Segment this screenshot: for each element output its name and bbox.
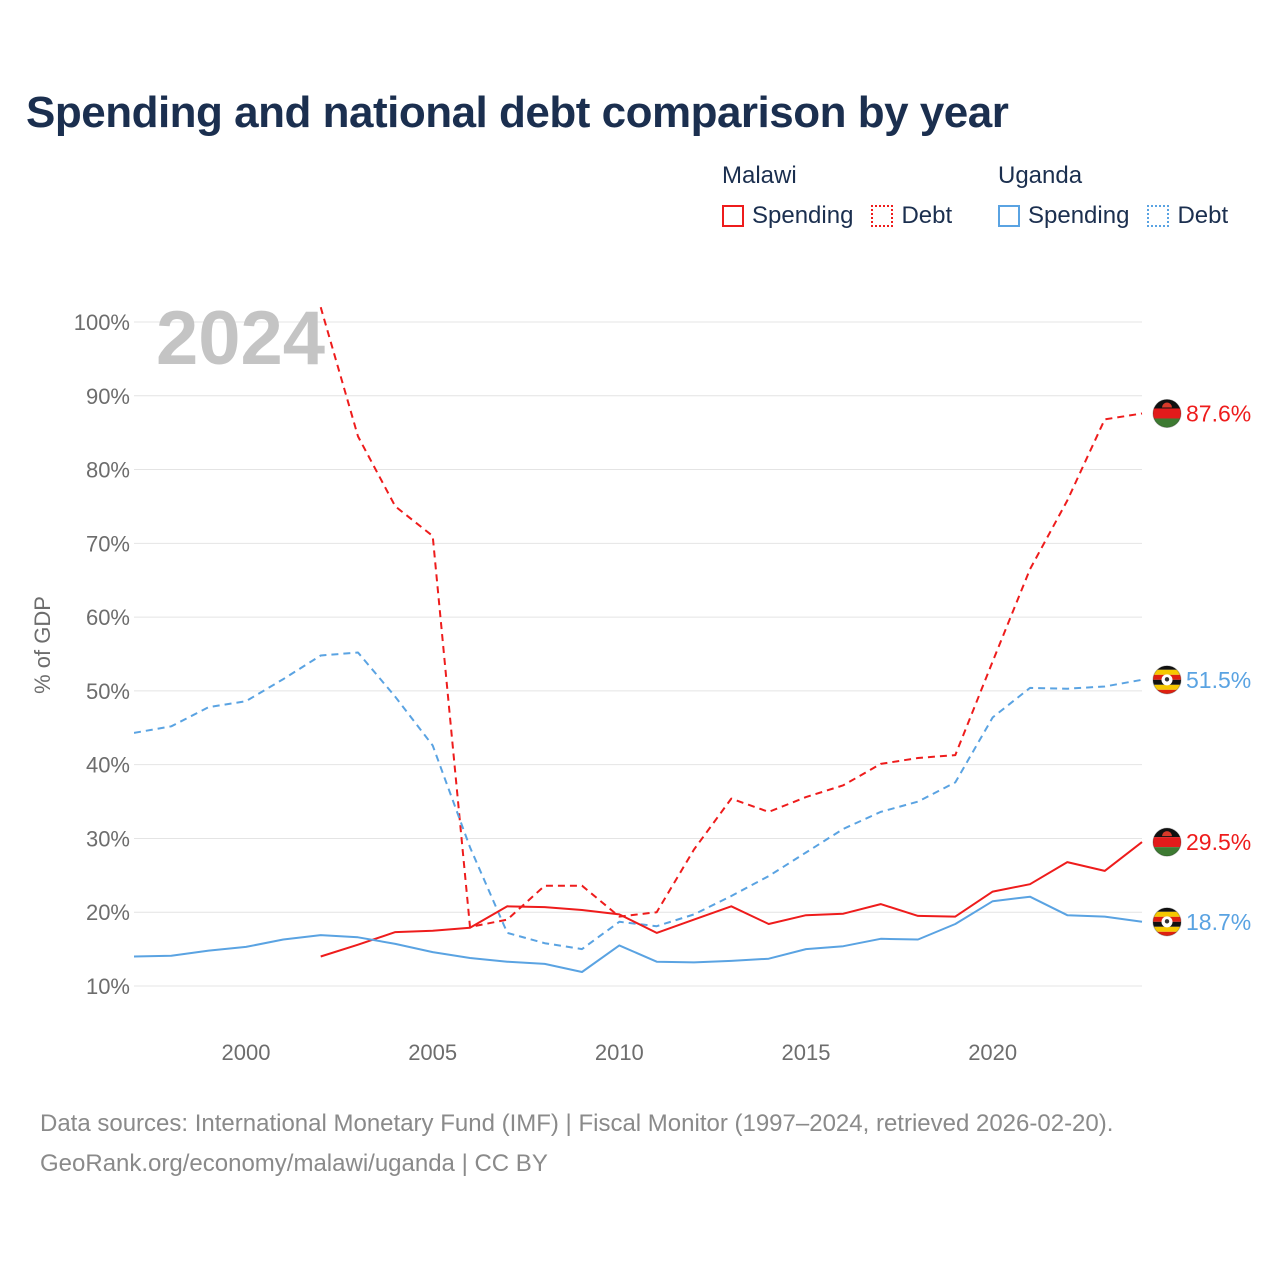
- legend-item-malawi-spending[interactable]: Spending: [722, 202, 853, 230]
- legend-group-uganda: Uganda Spending Debt: [998, 162, 1228, 230]
- legend-item-uganda-debt[interactable]: Debt: [1147, 202, 1228, 230]
- y-tick-label: 10%: [86, 974, 130, 999]
- series-line-uganda-spending[interactable]: [134, 895, 1143, 973]
- end-label-uganda-debt: 51.5%: [1186, 667, 1251, 693]
- dotted-line-swatch-icon: [871, 205, 894, 227]
- uganda-flag-icon: [1152, 665, 1182, 695]
- malawi-flag-icon: [1152, 398, 1182, 428]
- y-tick-label: 80%: [86, 458, 130, 483]
- y-tick-label: 30%: [86, 826, 130, 851]
- solid-line-swatch-icon: [722, 205, 744, 227]
- end-label-malawi-debt: 87.6%: [1186, 400, 1251, 426]
- legend-label-uganda-spending: Spending: [1028, 202, 1130, 229]
- legend-item-malawi-debt[interactable]: Debt: [871, 202, 952, 230]
- grid-lines: [134, 321, 1142, 987]
- y-tick-label: 100%: [74, 310, 130, 335]
- dotted-line-swatch-icon: [1147, 205, 1170, 227]
- malawi-flag-icon: [1152, 827, 1182, 857]
- legend-label-malawi-spending: Spending: [752, 202, 854, 229]
- y-axis-ticks: 10% 20% 30% 40% 50% 60% 70% 80% 90% 100%: [74, 310, 130, 999]
- end-label-malawi-spending: 29.5%: [1186, 829, 1251, 855]
- end-label-uganda-spending: 18.7%: [1186, 909, 1251, 935]
- x-tick-label: 2020: [968, 1040, 1017, 1065]
- x-tick-label: 2005: [408, 1040, 457, 1065]
- x-tick-label: 2000: [222, 1040, 271, 1065]
- series-end-labels: 87.6% 51.5% 29.5% 18.7%: [1152, 398, 1251, 937]
- y-tick-label: 70%: [86, 531, 130, 556]
- y-tick-label: 90%: [86, 384, 130, 409]
- y-tick-label: 20%: [86, 900, 130, 925]
- line-chart: 10% 20% 30% 40% 50% 60% 70% 80% 90% 100% 2000 2005…: [30, 296, 1251, 1065]
- legend-item-uganda-spending[interactable]: Spending: [998, 202, 1129, 230]
- footer-source: Data sources: International Monetary Fun…: [40, 1110, 1114, 1137]
- legend-title-malawi: Malawi: [722, 162, 797, 189]
- legend-title-uganda: Uganda: [998, 162, 1083, 189]
- x-axis-ticks: 2000 2005 2010 2015 2020: [222, 1040, 1018, 1065]
- series-line-malawi-spending[interactable]: [320, 841, 1143, 958]
- x-tick-label: 2010: [595, 1040, 644, 1065]
- y-tick-label: 50%: [86, 679, 130, 704]
- x-tick-label: 2015: [782, 1040, 831, 1065]
- legend-group-malawi: Malawi Spending Debt: [722, 162, 952, 230]
- y-tick-label: 40%: [86, 753, 130, 778]
- series-lines: [134, 306, 1143, 973]
- series-line-uganda-debt[interactable]: [134, 651, 1143, 951]
- solid-line-swatch-icon: [998, 205, 1020, 227]
- footer: Data sources: International Monetary Fun…: [40, 1104, 1113, 1184]
- y-axis-label: % of GDP: [30, 596, 55, 694]
- legend-label-malawi-debt: Debt: [901, 202, 953, 229]
- year-watermark: 2024: [156, 296, 325, 381]
- legend-label-uganda-debt: Debt: [1177, 202, 1229, 229]
- uganda-flag-icon: [1152, 907, 1182, 937]
- y-tick-label: 60%: [86, 605, 130, 630]
- chart-title: Spending and national debt comparison by…: [26, 88, 1009, 137]
- footer-credit: GeoRank.org/economy/malawi/uganda | CC B…: [40, 1150, 548, 1177]
- series-line-malawi-debt[interactable]: [319, 306, 1143, 928]
